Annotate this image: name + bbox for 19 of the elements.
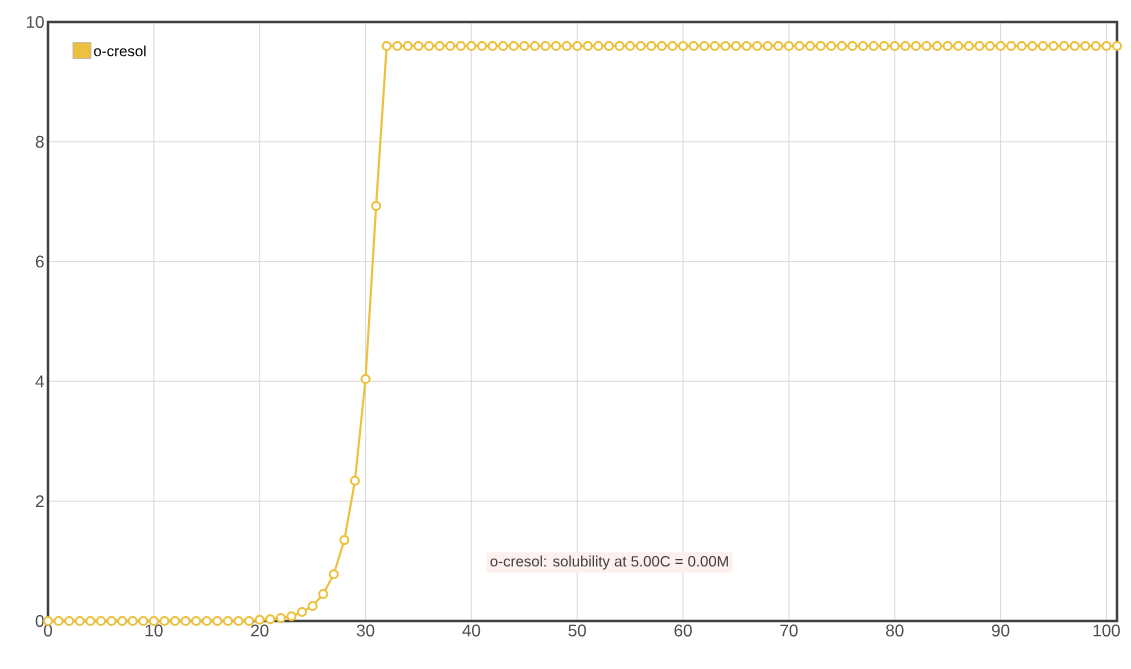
x-tick-label: 30 (356, 624, 375, 637)
y-tick-label: 4 (35, 375, 44, 388)
x-tick-label: 50 (568, 624, 586, 637)
y-tick-label: 0 (35, 614, 44, 627)
x-tick-label: 10 (145, 624, 163, 637)
x-tick-label: 20 (251, 624, 269, 637)
x-tick-label: 80 (886, 624, 904, 637)
x-tick-label: 40 (462, 624, 481, 637)
x-tick-label: 70 (780, 624, 798, 637)
x-tick-label: 90 (991, 624, 1010, 637)
x-tick-label: 0 (43, 624, 53, 637)
annotation: o-cresol: solubility at 5.00C = 0.00M (490, 555, 728, 570)
legend-label: o-cresol (94, 45, 146, 57)
y-tick-label: 10 (26, 15, 44, 28)
y-tick-label: 8 (35, 135, 44, 148)
x-tick-label: 60 (674, 624, 692, 637)
y-tick-label: 6 (35, 255, 44, 268)
x-tick-label: 100 (1093, 624, 1120, 637)
y-tick-label: 2 (35, 495, 44, 508)
